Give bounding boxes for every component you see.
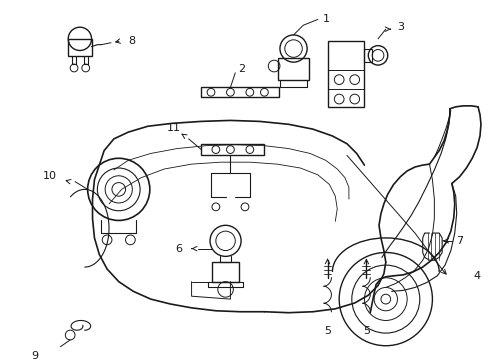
- Bar: [278, 58, 308, 80]
- Bar: [211, 262, 239, 282]
- Bar: [201, 144, 264, 156]
- Text: 1: 1: [322, 14, 329, 24]
- Text: 4: 4: [472, 271, 479, 281]
- Bar: [201, 87, 279, 97]
- Text: 7: 7: [455, 236, 462, 246]
- Text: 5: 5: [362, 326, 369, 336]
- Bar: [68, 39, 91, 56]
- Text: 5: 5: [324, 326, 330, 336]
- Text: 8: 8: [128, 36, 135, 46]
- Text: 2: 2: [238, 64, 245, 74]
- Bar: [327, 41, 364, 107]
- Text: 6: 6: [175, 244, 182, 253]
- Text: 11: 11: [167, 123, 181, 133]
- Text: 10: 10: [43, 171, 57, 181]
- Text: 9: 9: [31, 351, 39, 360]
- Text: 3: 3: [397, 22, 404, 32]
- Bar: [364, 49, 371, 62]
